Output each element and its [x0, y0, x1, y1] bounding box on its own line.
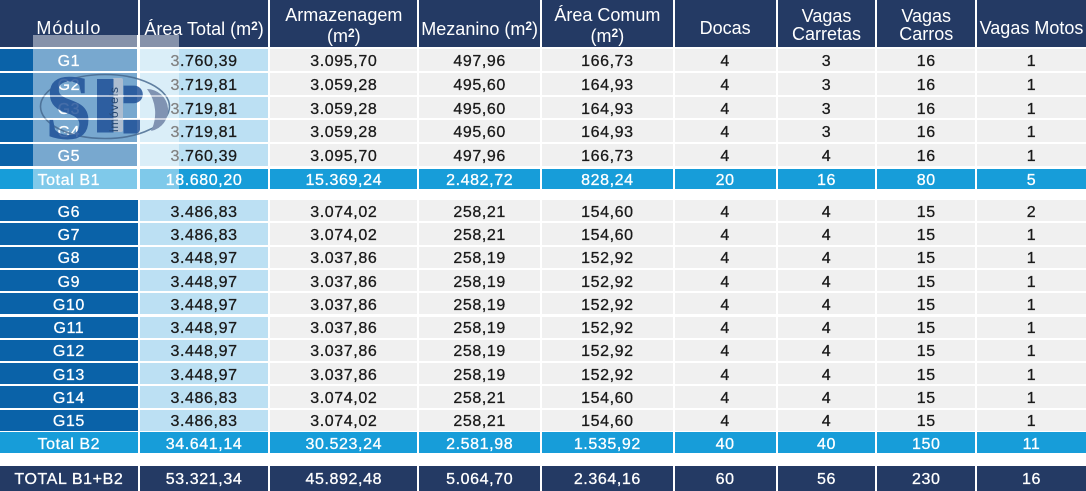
svg-text:imóveis: imóveis [107, 86, 121, 132]
